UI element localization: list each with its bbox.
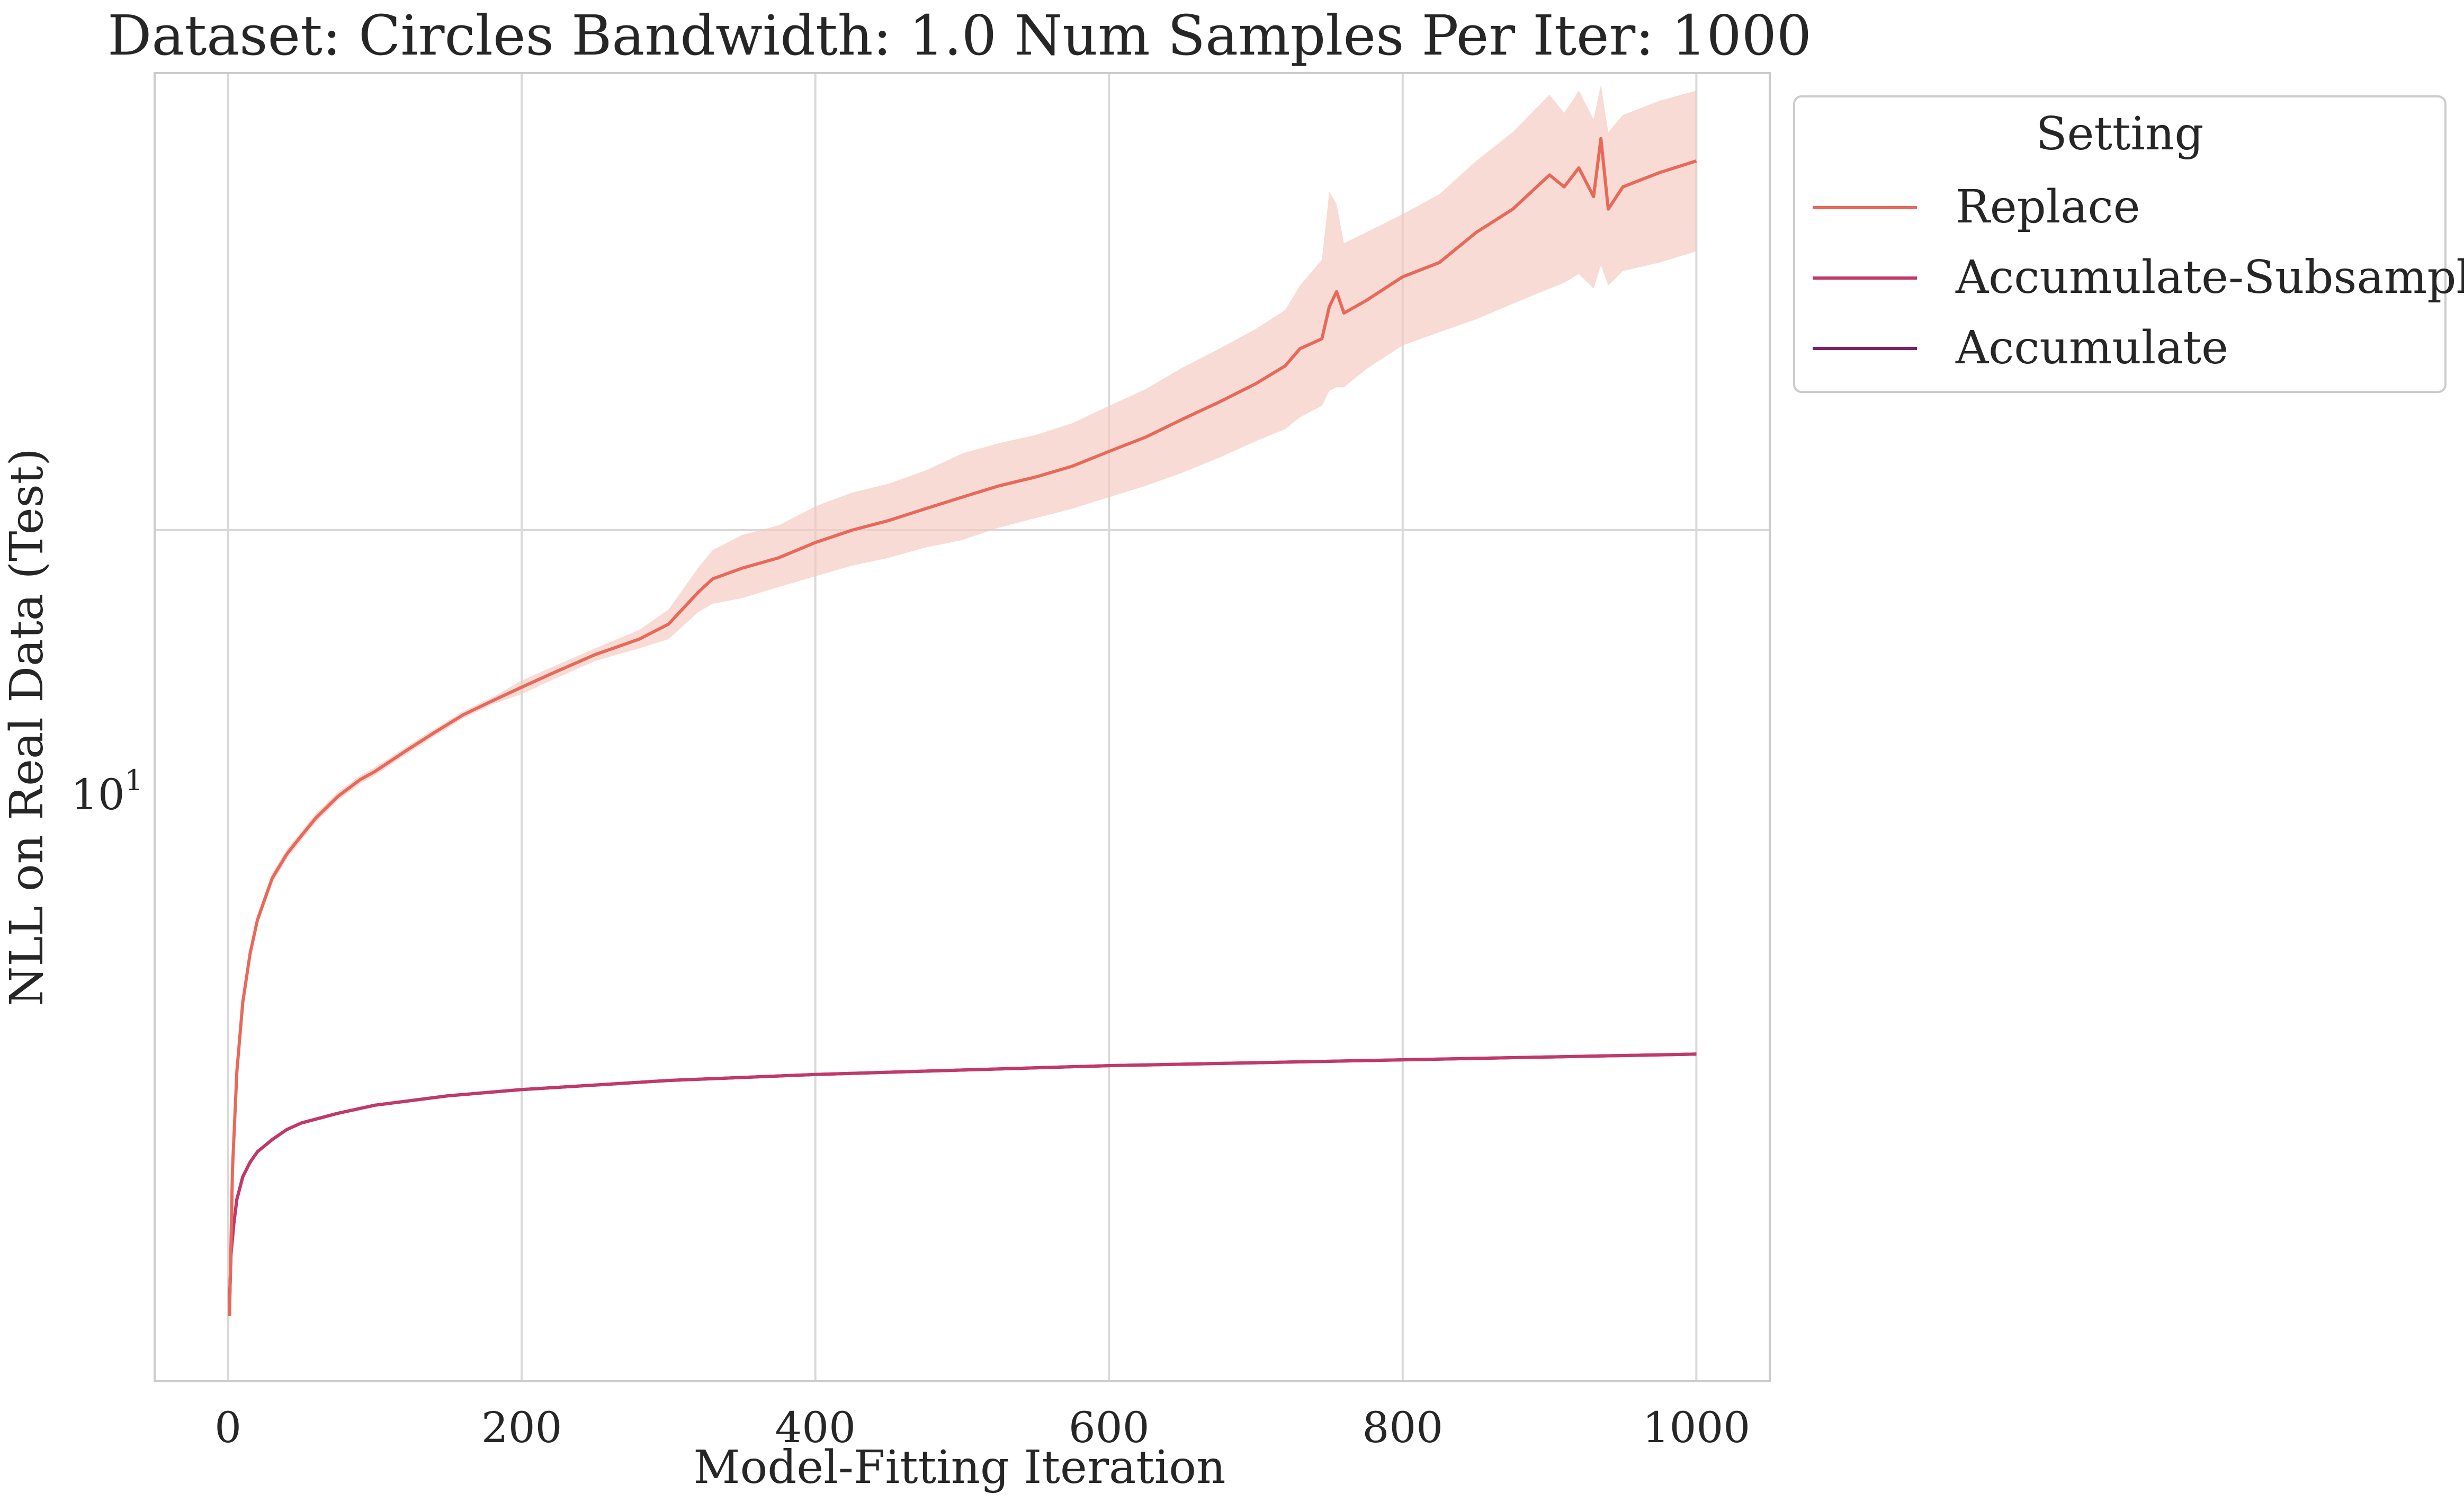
legend-title: Setting [2036,108,2204,160]
chart-title: Dataset: Circles Bandwidth: 1.0 Num Samp… [107,3,1812,68]
y-tick-label-exponent: 1 [125,764,143,797]
y-tick-label-10: 101 [71,764,143,819]
y-axis-label: NLL on Real Data (Test) [1,448,53,1006]
legend-label-accumulate-subsample: Accumulate-Subsample [1955,251,2464,304]
x-tick-label-600: 600 [1069,1403,1150,1452]
legend: Setting Replace Accumulate-Subsample Accum… [1793,95,2464,393]
x-tick-label-1000: 1000 [1643,1403,1751,1452]
legend-box [1793,95,2447,393]
x-tick-label-800: 800 [1362,1403,1443,1452]
y-tick-label-base: 10 [71,770,125,819]
x-tick-label-0: 0 [214,1403,241,1452]
plot-frame [154,72,1771,1382]
legend-label-replace: Replace [1956,181,2140,234]
legend-entries: Replace Accumulate-Subsample Accumulate [1813,181,2464,374]
band-replace [229,85,1697,1329]
line-accumulate [228,1052,1697,1304]
x-tick-label-200: 200 [481,1403,562,1452]
line-accumulate-subsample [228,1052,1697,1304]
x-axis-label: Model-Fitting Iteration [694,1441,1226,1494]
legend-label-accumulate: Accumulate [1955,321,2228,374]
line-replace [228,137,1697,1316]
confidence-bands [229,85,1697,1329]
x-tick-labels: 0 200 400 600 800 1000 [214,1403,1750,1452]
y-tick-labels: 101 [71,764,143,819]
series-lines [228,137,1697,1316]
x-tick-label-400: 400 [775,1403,856,1452]
